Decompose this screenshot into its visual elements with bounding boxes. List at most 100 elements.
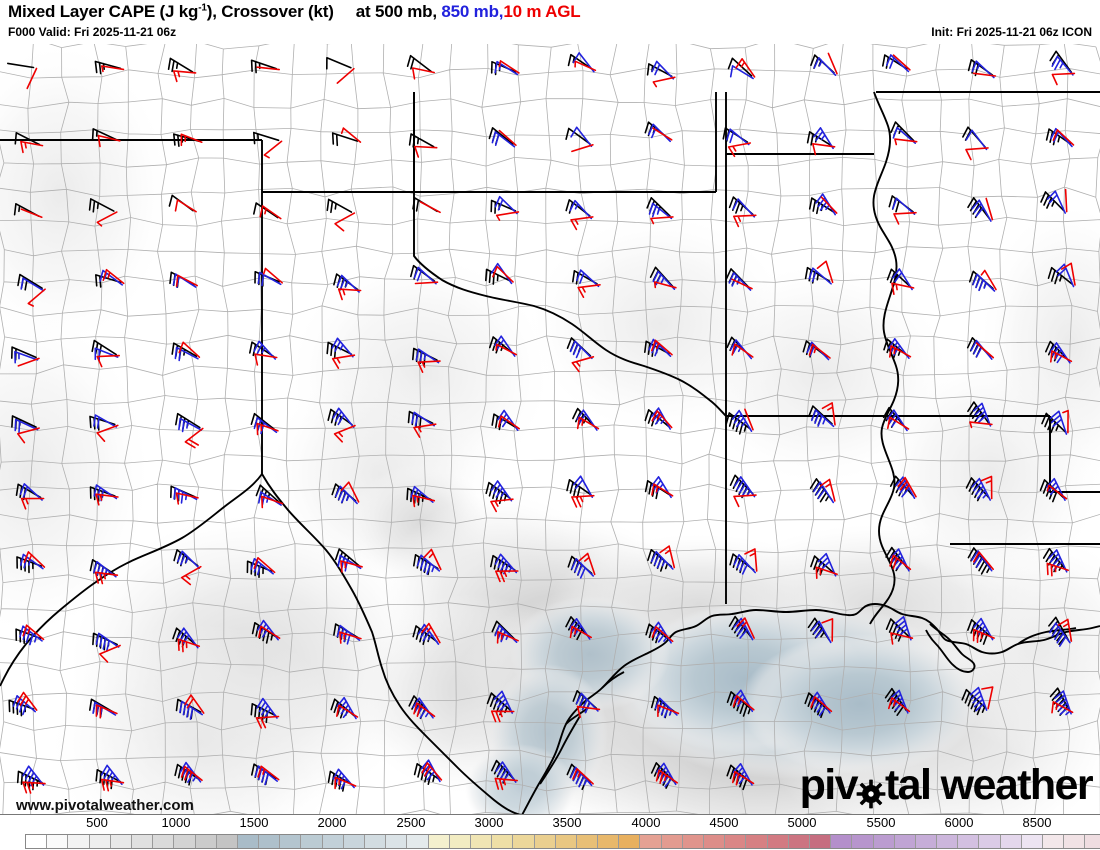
map-canvas[interactable] [0, 44, 1100, 815]
wind-barb [337, 288, 362, 301]
wind-barb [257, 765, 280, 781]
wind-barb [651, 410, 673, 429]
wind-barb [93, 484, 118, 502]
wind-barb [1047, 266, 1073, 285]
river-mississippi [869, 91, 900, 625]
wind-barb [576, 705, 601, 718]
wind-barb [571, 356, 595, 373]
wind-barb [1041, 412, 1066, 434]
wind-barb [494, 777, 518, 791]
coastline-galveston [601, 671, 625, 689]
wind-barb [494, 195, 518, 215]
wind-barb [421, 622, 441, 644]
wind-barb [417, 623, 440, 645]
wind-barb [892, 268, 913, 291]
wind-barb [821, 402, 836, 426]
wind-barb [415, 348, 440, 364]
wind-barb [492, 265, 514, 283]
colorbar-cell [365, 835, 387, 848]
wind-barb [96, 354, 120, 368]
colorbar-cell [1000, 835, 1022, 848]
colorbar-tick-label: 4000 [631, 815, 661, 830]
wind-barb [414, 145, 438, 158]
wind-barb [1051, 72, 1076, 86]
wind-barb [412, 494, 436, 508]
wind-barb [336, 704, 359, 718]
colorbar-cell [407, 835, 429, 848]
wind-barb [93, 561, 117, 579]
wind-barb [1064, 188, 1068, 213]
wind-barb [652, 127, 673, 141]
wind-barb [732, 763, 753, 786]
gear-icon [856, 774, 886, 808]
wind-barb [96, 424, 119, 442]
wind-barb [816, 260, 834, 284]
wind-barb [811, 620, 832, 644]
wind-barb [334, 212, 356, 232]
wind-barb [340, 560, 363, 573]
wind-barb [732, 770, 755, 786]
wind-barb [576, 269, 600, 288]
colorbar-cell [513, 835, 535, 848]
wind-barb [14, 132, 41, 146]
wind-barb [258, 625, 281, 639]
wind-barb [16, 691, 38, 711]
wind-barb [806, 131, 833, 147]
wind-barb [810, 555, 835, 576]
wind-barb [411, 411, 435, 427]
wind-barb [652, 270, 676, 290]
wind-barb [491, 413, 517, 431]
wind-barb [894, 138, 918, 146]
wind-barb [495, 211, 520, 221]
wind-barb [733, 689, 754, 713]
wind-barb [490, 480, 513, 502]
wind-barb [651, 483, 674, 497]
wind-barb [892, 197, 916, 215]
colorbar-cell [68, 835, 90, 848]
wind-barb [20, 208, 43, 218]
wind-barb [27, 288, 46, 307]
wind-barb [255, 715, 280, 729]
wind-barb [178, 341, 201, 358]
colorbar-cell [216, 835, 238, 848]
wind-barb [1040, 191, 1065, 212]
colorbar-cell [131, 835, 154, 848]
wind-barb [406, 54, 432, 73]
colorbar-cell [153, 835, 175, 848]
colorbar-tick-label: 5500 [866, 815, 896, 830]
wind-barb [416, 554, 441, 575]
wind-barb [731, 343, 754, 358]
wind-barb [184, 694, 205, 714]
wind-barb [88, 198, 115, 213]
cape-shading-layer [0, 44, 1100, 814]
colorbar-swatches[interactable] [25, 834, 1100, 849]
wind-barb [572, 768, 594, 785]
wind-barb [569, 625, 592, 639]
wind-barb [14, 418, 39, 434]
colorbar-cell [280, 835, 302, 848]
wind-barb [971, 199, 992, 222]
wind-barb [23, 551, 46, 568]
wind-barb [96, 211, 118, 227]
wind-barb [744, 548, 758, 572]
wind-barb [1046, 190, 1066, 214]
wind-barb [967, 197, 991, 220]
wind-barb [26, 67, 38, 90]
wind-barb [1051, 55, 1074, 76]
wind-barb [175, 492, 199, 505]
wind-barb [332, 768, 355, 790]
wind-barb [414, 281, 439, 285]
wind-barb [180, 133, 203, 147]
wind-barb [728, 272, 752, 291]
wind-barb [576, 416, 600, 430]
colorbar-tick-label: 5000 [787, 815, 817, 830]
wind-barb [174, 199, 197, 213]
wind-barb [100, 764, 123, 785]
colorbar-cell [937, 835, 959, 848]
wind-barb [262, 267, 283, 284]
wind-barb [336, 274, 360, 293]
colorbar-cell [47, 835, 69, 848]
wind-barb [331, 132, 359, 147]
wind-barb [659, 545, 676, 569]
title-field-label-2: ), Crossover (kt) [206, 2, 334, 21]
